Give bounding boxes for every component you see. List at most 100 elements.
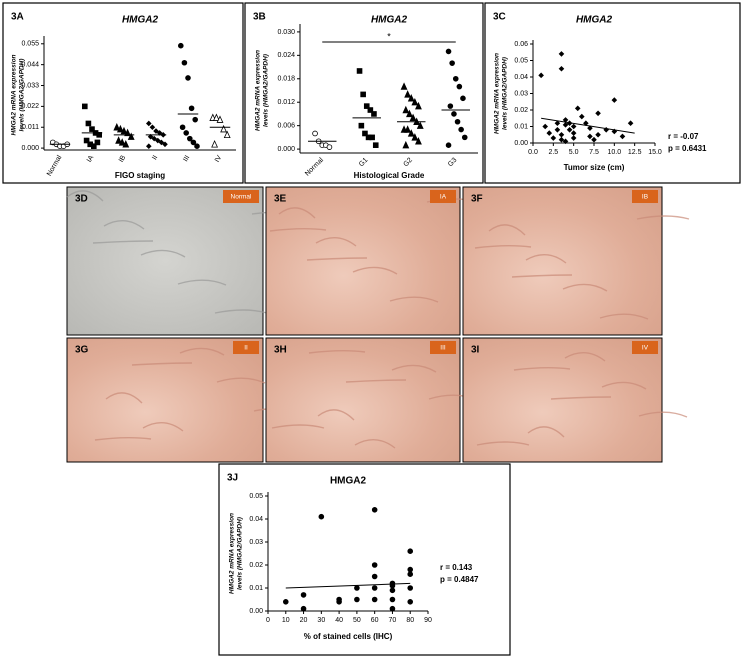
y-tick-label: 0.03 [249, 539, 263, 546]
data-point [118, 138, 126, 146]
data-point [570, 123, 577, 130]
y-tick-label: 0.033 [21, 82, 39, 89]
data-point [570, 130, 577, 136]
data-point [220, 124, 228, 133]
x-tick-label: 15.0 [648, 149, 662, 156]
data-point [595, 131, 601, 138]
tissue-texture [511, 274, 573, 278]
data-point [407, 129, 415, 137]
panel-label: 3E [274, 194, 287, 205]
data-point [542, 123, 548, 130]
chart-title: HMGA2 [371, 15, 408, 26]
panel-label: 3D [75, 194, 88, 205]
y-axis-label: HMGA2 mRNA expression [11, 54, 18, 135]
data-point [216, 115, 224, 123]
tissue-texture [269, 228, 327, 232]
data-point [212, 113, 220, 121]
x-tick-label: 0.0 [528, 149, 538, 156]
data-point [447, 103, 454, 109]
data-point [183, 130, 190, 136]
x-tick-label: 0 [266, 617, 270, 624]
stage-tag-label: Normal [231, 194, 253, 201]
x-tick-label: 60 [371, 617, 379, 624]
data-point [147, 133, 154, 140]
data-point [415, 137, 422, 145]
x-tick-label: Normal [46, 154, 64, 177]
y-tick-label: 0.011 [22, 124, 39, 131]
stage-tag [430, 190, 456, 203]
data-point [460, 95, 466, 102]
tissue-texture [278, 207, 316, 219]
tissue-texture [391, 364, 437, 373]
y-axis-label: HMGA2 mRNA expression [255, 50, 262, 131]
x-tick-label: 10.0 [608, 149, 622, 156]
data-point [411, 133, 419, 141]
tissue-texture [345, 379, 407, 383]
tissue-texture [179, 347, 225, 356]
data-point [116, 124, 124, 133]
stage-tag [233, 341, 259, 354]
data-point [562, 117, 569, 123]
data-point [82, 103, 88, 110]
x-tick-label: 12.5 [628, 149, 642, 156]
y-tick-label: 0.022 [21, 103, 39, 110]
data-point [312, 130, 318, 137]
y-tick-label: 0.000 [277, 146, 295, 153]
data-point [411, 97, 419, 106]
panel-label: 3B [253, 12, 266, 23]
data-point [402, 140, 410, 149]
data-point [627, 120, 634, 126]
y-tick-label: 0.05 [249, 493, 263, 500]
data-point [371, 562, 378, 568]
tissue-texture [638, 411, 688, 418]
tissue-texture [599, 313, 649, 320]
data-point [550, 135, 557, 141]
x-tick-label: 90 [424, 617, 432, 624]
stat-annotation: r = 0.143 [440, 563, 473, 572]
data-point [124, 128, 132, 137]
y-tick-label: 0.04 [514, 74, 528, 81]
data-point [415, 101, 422, 110]
tissue-texture [131, 362, 193, 366]
y-tick-label: 0.00 [514, 140, 528, 147]
y-tick-label: 0.05 [514, 57, 528, 64]
data-point [120, 126, 128, 135]
stage-tag-label: III [440, 345, 446, 352]
y-tick-label: 0.03 [514, 90, 528, 97]
data-point [363, 103, 370, 109]
tissue-texture [216, 377, 266, 384]
data-point [371, 573, 378, 580]
tissue-texture [550, 396, 612, 400]
y-tick-label: 0.02 [249, 562, 263, 569]
tissue-texture [140, 249, 186, 258]
data-point [223, 130, 231, 139]
micrograph [66, 337, 264, 463]
stage-tag-label: IA [440, 194, 447, 201]
stage-tag [632, 190, 658, 203]
y-axis-label: HMGA2 mRNA expression [229, 513, 236, 594]
data-point [162, 141, 168, 148]
data-point [354, 585, 360, 591]
data-point [146, 143, 152, 150]
data-point [187, 135, 193, 142]
micrograph [462, 337, 663, 463]
x-tick-label: 2.5 [548, 149, 558, 156]
micrograph [66, 186, 264, 336]
x-tick-label: G2 [402, 157, 414, 169]
data-point [371, 111, 377, 117]
data-point [336, 598, 342, 605]
y-axis-label: levels (HMGA2/GAPDH) [237, 517, 244, 590]
data-point [181, 59, 188, 66]
data-point [372, 142, 379, 148]
data-point [358, 122, 365, 129]
data-point [570, 135, 577, 141]
x-axis-label: FIGO staging [115, 171, 165, 180]
data-point [407, 94, 415, 102]
tissue-texture [94, 437, 152, 441]
y-tick-label: 0.01 [249, 585, 263, 592]
tissue-texture [214, 309, 268, 314]
data-point [113, 122, 121, 131]
panel-frame [484, 2, 741, 184]
y-tick-label: 0.00 [249, 608, 263, 615]
